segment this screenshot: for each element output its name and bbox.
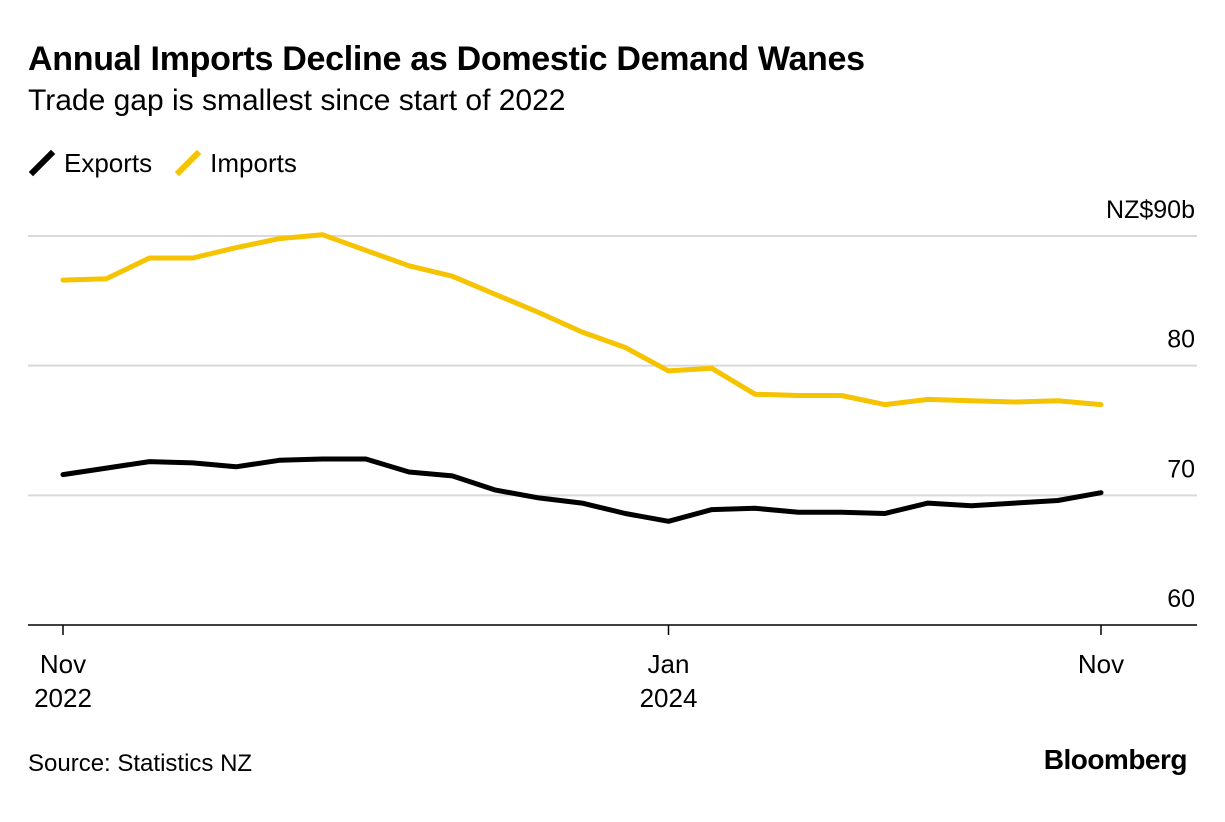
x-tick-label-year-14: 2024 xyxy=(640,683,698,713)
y-tick-label-80: 80 xyxy=(1167,326,1195,354)
y-tick-label-60: 60 xyxy=(1167,585,1195,613)
source-note: Source: Statistics NZ xyxy=(28,750,253,777)
chart-title: Annual Imports Decline as Domestic Deman… xyxy=(28,40,865,78)
y-tick-label-90: NZ$90b xyxy=(1106,196,1195,224)
legend-label-imports: Imports xyxy=(210,147,297,178)
imports-line-icon xyxy=(174,149,202,177)
x-tick-label-14: Jan xyxy=(648,649,690,679)
imports-swatch-stroke xyxy=(174,149,202,177)
exports-line-icon xyxy=(28,149,56,177)
x-tick-label-0: Nov xyxy=(40,649,86,679)
x-tick-label-year-0: 2022 xyxy=(34,683,92,713)
y-tick-label-70: 70 xyxy=(1167,455,1195,483)
exports-series-line xyxy=(60,456,1104,524)
legend: Exports Imports xyxy=(28,146,319,180)
chart-subtitle: Trade gap is smallest since start of 202… xyxy=(28,84,566,117)
bloomberg-logo: Bloomberg xyxy=(1043,744,1188,775)
legend-label-exports: Exports xyxy=(64,147,153,178)
exports-swatch-stroke xyxy=(28,149,56,177)
x-tick-label-24: Nov xyxy=(1078,649,1124,679)
imports-series-line xyxy=(60,232,1104,408)
legend-item-exports: Exports xyxy=(28,148,152,179)
legend-item-imports: Imports xyxy=(174,148,297,179)
